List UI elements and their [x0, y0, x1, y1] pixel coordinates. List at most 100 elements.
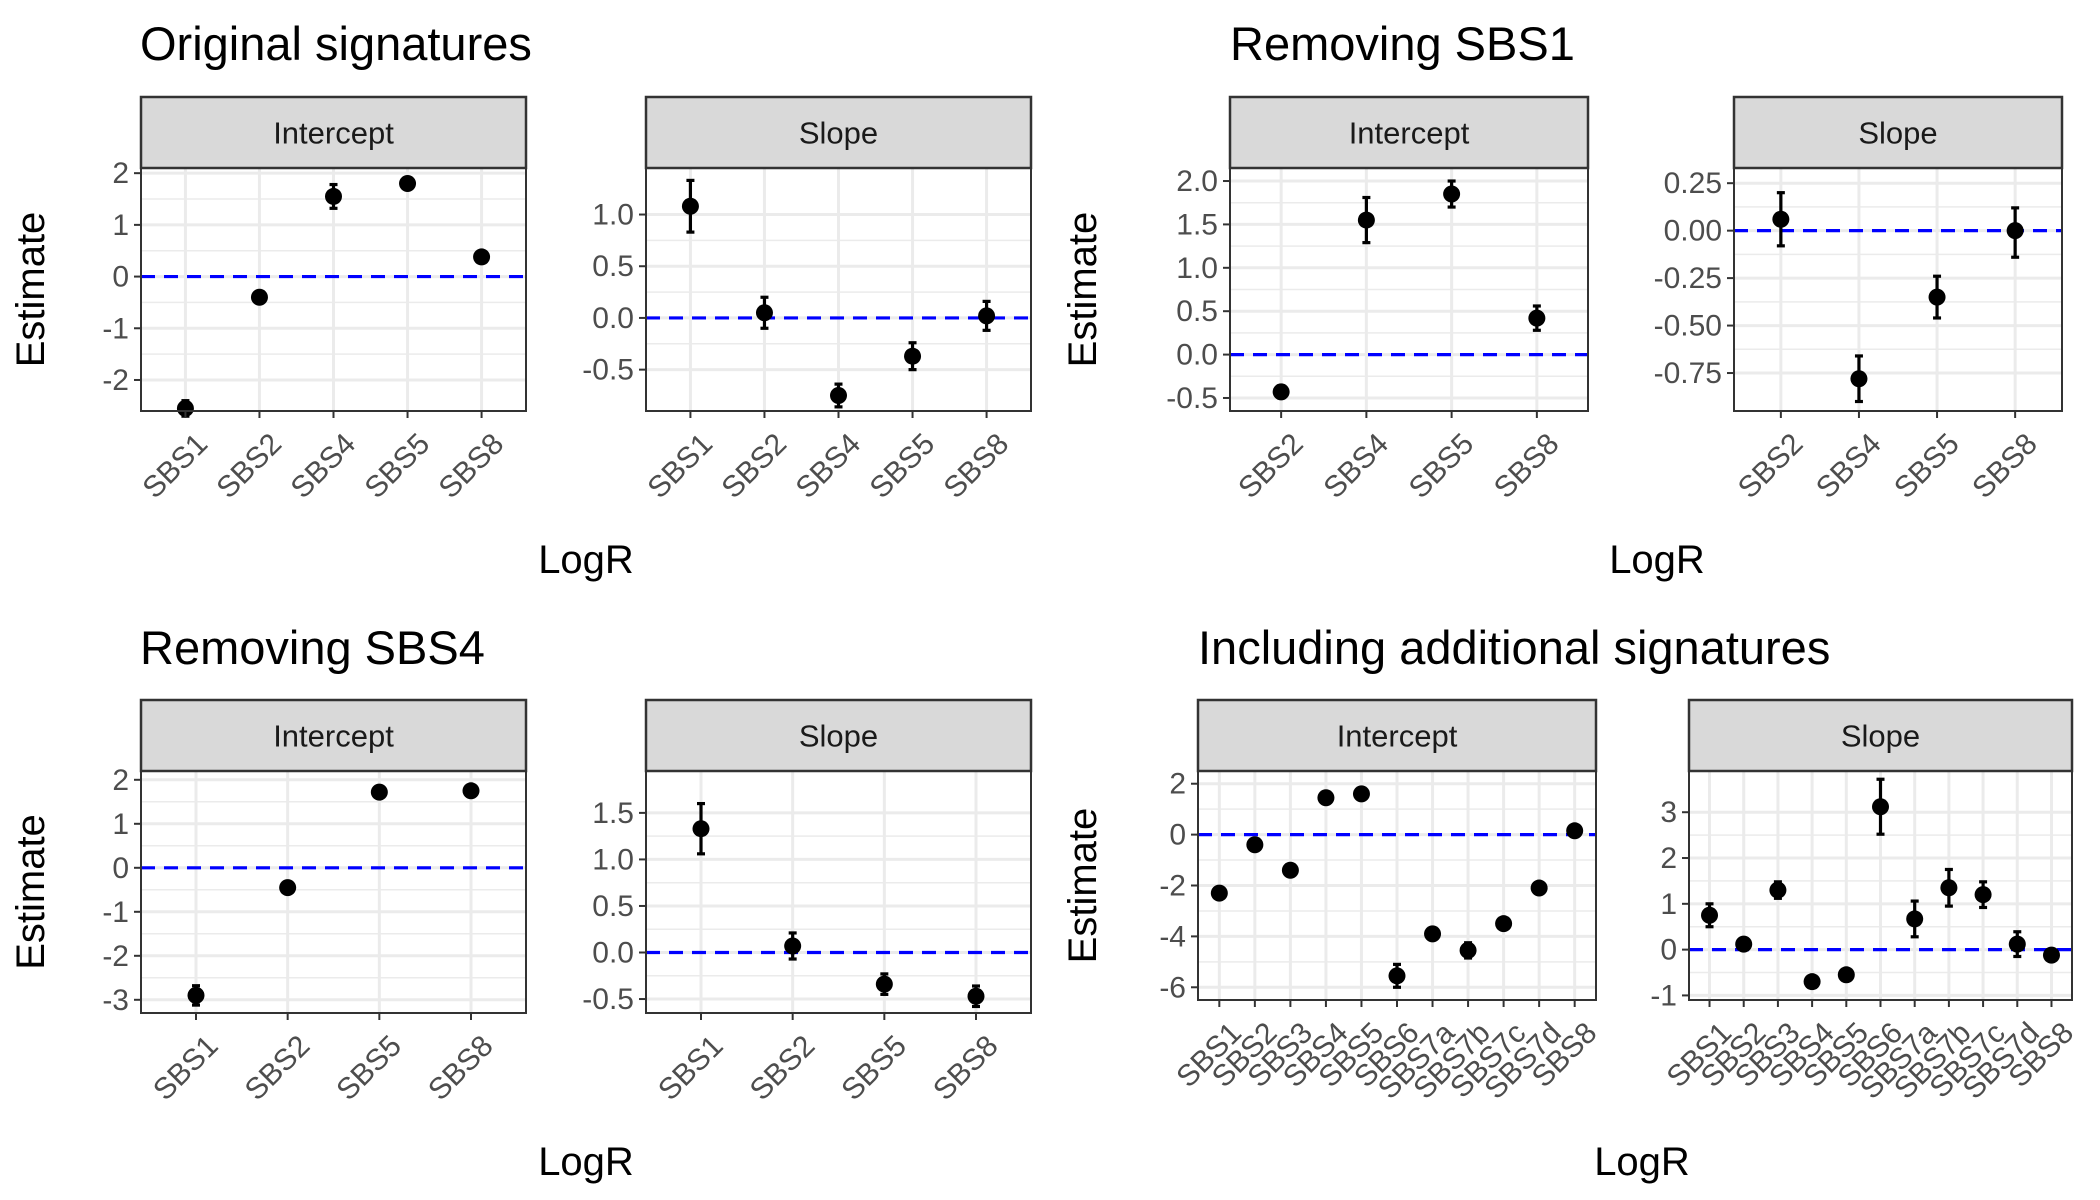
y-tick-label: -6 [1159, 971, 1186, 1004]
facet-strip-label: Slope [799, 116, 878, 151]
y-tick-label: 2 [1660, 842, 1677, 875]
data-point [755, 304, 773, 322]
facet-strip-label: Intercept [273, 719, 394, 754]
y-tick-label: 2.0 [1176, 165, 1218, 198]
facet-strip-label: Slope [799, 719, 878, 754]
chart-title: Removing SBS4 [140, 621, 485, 674]
facet-slope: Slope -0.5 0.0 0.5 1.0 1.5 SBS1 SBS2 SBS5 SBS8 [582, 698, 1033, 1107]
x-tick-label: SBS2 [239, 1029, 317, 1107]
facet-strip-label: Intercept [273, 116, 394, 151]
facet-strip [139, 698, 528, 773]
x-tick-label: SBS5 [359, 427, 437, 505]
y-tick-label: 1 [112, 808, 129, 841]
y-axis-label: Estimate [1061, 808, 1105, 964]
y-tick-label: 1.5 [1176, 208, 1218, 241]
data-point [1566, 822, 1584, 840]
y-tick-label: 1.0 [592, 199, 634, 232]
data-point [1357, 211, 1375, 229]
x-tick-label: SBS8 [1966, 427, 2044, 505]
y-tick-label: -0.50 [1654, 310, 1722, 343]
data-point [784, 937, 802, 955]
facet-intercept: Intercept -0.5 0.0 0.5 1.0 1.5 2.0 SBS2 SBS4 SBS5… [1166, 95, 1590, 505]
y-tick-label: 0.5 [1176, 295, 1218, 328]
data-point [187, 986, 205, 1004]
x-tick-label: SBS2 [716, 427, 794, 505]
y-axis-label: Estimate [1061, 212, 1105, 368]
data-point [1459, 941, 1477, 959]
data-point [1530, 879, 1548, 897]
data-point [1424, 925, 1442, 943]
x-tick-label: SBS1 [147, 1029, 225, 1107]
y-tick-label: 1 [112, 209, 129, 242]
x-tick-label: SBS8 [927, 1029, 1005, 1107]
data-point [1906, 910, 1924, 928]
facet-intercept: Intercept -3 -2 -1 0 1 2 SBS1 SBS2 SBS5 SBS8 [102, 698, 528, 1107]
y-tick-label: 2 [112, 157, 129, 190]
data-point [692, 820, 710, 838]
data-point [1735, 935, 1753, 953]
y-tick-label: -3 [102, 984, 129, 1017]
x-tick-label: SBS8 [422, 1029, 500, 1107]
y-tick-label: 0 [112, 852, 129, 885]
x-tick-label: SBS4 [790, 427, 868, 505]
y-tick-label: -1 [102, 896, 129, 929]
y-tick-label: 0.5 [592, 250, 634, 283]
x-tick-label: SBS4 [1810, 427, 1888, 505]
y-tick-label: 2 [112, 764, 129, 797]
chart-group-3: Removing SBS4 Estimate LogR Intercept -3 -2 -1… [9, 621, 1033, 1184]
x-axis-label: LogR [1609, 538, 1705, 582]
chart-title: Including additional signatures [1198, 621, 1830, 674]
facet-strip [644, 95, 1033, 170]
y-tick-label: 0.0 [592, 302, 634, 335]
data-point [1528, 309, 1546, 327]
x-tick-label: SBS5 [1403, 427, 1481, 505]
x-axis-label: LogR [538, 1140, 634, 1184]
data-point [1940, 879, 1958, 897]
y-tick-label: -2 [102, 364, 129, 397]
data-point [1443, 185, 1461, 203]
data-point [904, 347, 922, 365]
facet-strip [1687, 698, 2074, 773]
y-tick-label: -0.5 [582, 354, 634, 387]
chart-title: Removing SBS1 [1230, 17, 1575, 70]
data-point [681, 197, 699, 215]
data-point [2042, 946, 2060, 964]
y-tick-label: -4 [1159, 920, 1186, 953]
data-point [1850, 370, 1868, 388]
x-tick-label: SBS2 [1232, 427, 1310, 505]
x-tick-label: SBS5 [1888, 427, 1966, 505]
facet-strip-label: Intercept [1349, 116, 1470, 151]
y-tick-label: 1.5 [592, 797, 634, 830]
data-point [2006, 222, 2024, 240]
y-tick-label: 0.5 [592, 890, 634, 923]
data-point [462, 782, 480, 800]
facet-strip-label: Slope [1841, 719, 1920, 754]
x-tick-label: SBS1 [641, 427, 719, 505]
data-point [2008, 935, 2026, 953]
data-point [1974, 886, 1992, 904]
y-tick-label: 3 [1660, 796, 1677, 829]
chart-title: Original signatures [140, 17, 532, 70]
facet-strip [1196, 698, 1598, 773]
y-axis-label: Estimate [9, 814, 53, 970]
data-point [1701, 906, 1719, 924]
x-tick-label: SBS4 [1317, 427, 1395, 505]
data-point [176, 399, 194, 417]
y-tick-label: -2 [1159, 870, 1186, 903]
x-axis-label: LogR [538, 538, 634, 582]
facet-strip [1732, 95, 2064, 170]
data-point [370, 783, 388, 801]
y-tick-label: -0.25 [1654, 262, 1722, 295]
y-tick-label: 1 [1660, 888, 1677, 921]
y-tick-label: 0.0 [1176, 339, 1218, 372]
x-tick-label: SBS1 [136, 427, 214, 505]
data-point [1872, 798, 1889, 816]
data-point [1246, 836, 1264, 854]
y-axis-label: Estimate [9, 212, 53, 368]
x-tick-label: SBS4 [285, 427, 363, 505]
x-tick-label: SBS2 [1732, 427, 1810, 505]
chart-group-2: Removing SBS1 Estimate LogR Intercept -0.5 0.… [1061, 17, 2064, 582]
facet-strip-label: Slope [1858, 116, 1937, 151]
y-tick-label: 0 [112, 261, 129, 294]
